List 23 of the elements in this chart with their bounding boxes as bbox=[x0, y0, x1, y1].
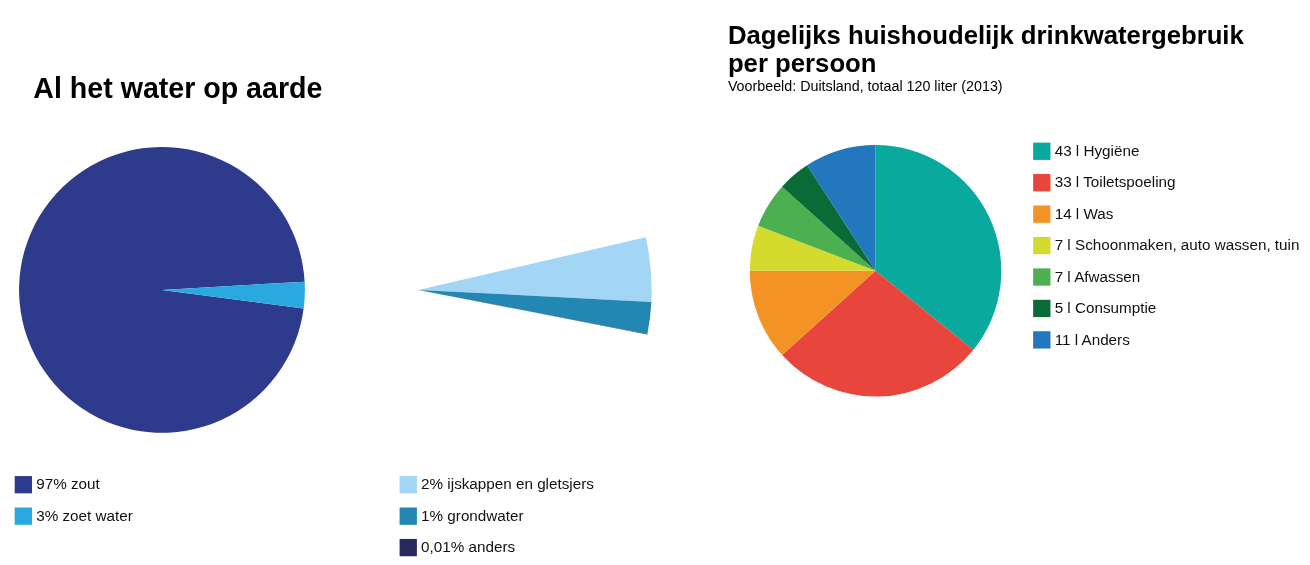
legend-label: 97% zout bbox=[36, 475, 101, 493]
legend-label: 1% grondwater bbox=[421, 506, 524, 524]
legend-label: 0,01% anders bbox=[421, 538, 516, 556]
legend-label: 7 l Afwassen bbox=[1054, 267, 1141, 285]
pie-slice bbox=[782, 270, 974, 397]
pie-slice bbox=[19, 147, 305, 433]
pie-slice bbox=[749, 225, 876, 271]
legend-label: 2% ijskappen en gletsjers bbox=[421, 475, 595, 493]
pie-slice bbox=[758, 186, 876, 271]
legend-label: 3% zoet water bbox=[36, 506, 133, 524]
chart-title: Dagelijks huishoudelijk drinkwatergebruik per persoon bbox=[727, 21, 1245, 77]
chart-subtitle: Voorbeeld: Duitsland, totaal 120 liter (2013) bbox=[727, 77, 1003, 94]
legend-label: 11 l Anders bbox=[1054, 330, 1131, 348]
pie-slice bbox=[875, 145, 1002, 350]
legend-label: 33 l Toiletspoeling bbox=[1054, 173, 1176, 191]
legend-label: 7 l Schoonmaken, auto wassen, tuin bbox=[1054, 236, 1300, 254]
legend-label: 14 l Was bbox=[1054, 204, 1114, 222]
pie-slice bbox=[782, 165, 876, 271]
pie-slice bbox=[807, 145, 876, 271]
legend-label: 5 l Consumptie bbox=[1054, 299, 1157, 317]
pie-slice bbox=[749, 270, 876, 355]
legend-label: 43 l Hygiëne bbox=[1054, 142, 1140, 160]
chart-title: Al het water op aarde bbox=[33, 72, 323, 105]
